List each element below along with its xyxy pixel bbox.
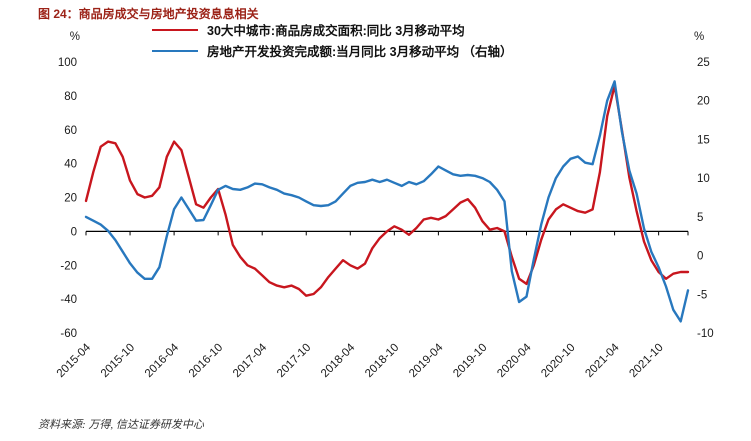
x-axis-tick-label: 2016-04 [143, 341, 182, 380]
y-axis-right-tick-label: 0 [697, 251, 703, 263]
series-line-investment [84, 80, 690, 323]
y-axis-left-tick-label: 0 [71, 226, 77, 238]
y-axis-left-tick-label: 100 [58, 57, 77, 69]
y-axis-right-unit: % [694, 31, 704, 43]
legend-item-housing-transactions: 30大中城市:商品房成交面积:同比 3月移动平均 [152, 19, 513, 40]
x-axis-tick-label: 2017-10 [275, 342, 313, 380]
figure-title: 图 24：商品房成交与房地产投资息息相关 [38, 7, 259, 21]
y-axis-right-tick-label: -5 [697, 289, 707, 301]
y-axis-left-tick-label: 80 [64, 91, 77, 103]
x-axis-tick-label: 2017-04 [231, 341, 270, 380]
legend-label-investment: 房地产开发投资完成额:当月同比 3月移动平均 （右轴） [207, 45, 513, 59]
y-axis-left-tick-label: -40 [60, 294, 77, 306]
y-axis-left-tick-label: -60 [60, 328, 77, 340]
y-axis-left-tick-label: -20 [60, 260, 77, 272]
y-axis-right-tick-label: 25 [697, 57, 710, 69]
legend-line-sample-red [152, 28, 198, 31]
legend-line-sample-blue [152, 49, 198, 52]
chart-legend: 30大中城市:商品房成交面积:同比 3月移动平均 房地产开发投资完成额:当月同比… [152, 19, 513, 61]
y-axis-left-tick-label: 60 [64, 125, 77, 137]
legend-item-investment: 房地产开发投资完成额:当月同比 3月移动平均 （右轴） [152, 40, 513, 61]
y-axis-right-tick-label: 10 [697, 173, 710, 185]
x-axis-tick-label: 2019-04 [407, 341, 446, 380]
x-axis-tick-label: 2021-10 [627, 342, 665, 380]
y-axis-right-tick-label: 15 [697, 134, 710, 146]
legend-label-housing-transactions: 30大中城市:商品房成交面积:同比 3月移动平均 [207, 24, 465, 38]
y-axis-right-tick-label: -10 [697, 328, 714, 340]
y-axis-left-unit: % [70, 31, 80, 43]
x-axis-tick-label: 2020-04 [495, 341, 534, 380]
y-axis-left-tick-label: 20 [64, 193, 77, 205]
x-axis-tick-label: 2016-10 [187, 342, 225, 380]
series-line-housing-transactions [84, 84, 690, 297]
x-axis-tick-label: 2015-10 [99, 342, 137, 380]
x-axis-tick-label: 2021-04 [583, 341, 622, 380]
y-axis-right-tick-label: 5 [697, 212, 703, 224]
x-axis-tick-label: 2019-10 [451, 342, 489, 380]
y-axis-left-tick-label: 40 [64, 159, 77, 171]
source-note: 资料来源: 万得, 信达证券研发中心 [38, 419, 204, 431]
y-axis-right-tick-label: 20 [697, 96, 710, 108]
x-axis-tick-label: 2020-10 [539, 342, 577, 380]
x-axis-tick-label: 2018-10 [363, 342, 401, 380]
x-axis-tick-label: 2018-04 [319, 341, 358, 380]
x-axis-tick-label: 2015-04 [55, 341, 94, 380]
